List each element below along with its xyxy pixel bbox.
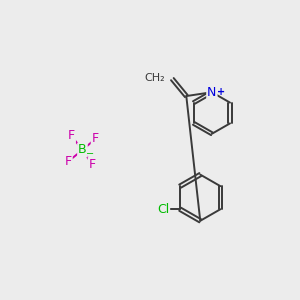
Text: F: F bbox=[64, 155, 72, 168]
Text: F: F bbox=[68, 129, 75, 142]
Text: CH₂: CH₂ bbox=[145, 73, 165, 83]
Text: N: N bbox=[207, 86, 217, 99]
Text: Cl: Cl bbox=[157, 203, 169, 216]
Text: +: + bbox=[217, 87, 225, 97]
Text: B: B bbox=[78, 143, 87, 157]
Text: F: F bbox=[89, 158, 96, 171]
Text: −: − bbox=[85, 149, 94, 159]
Text: F: F bbox=[92, 133, 99, 146]
